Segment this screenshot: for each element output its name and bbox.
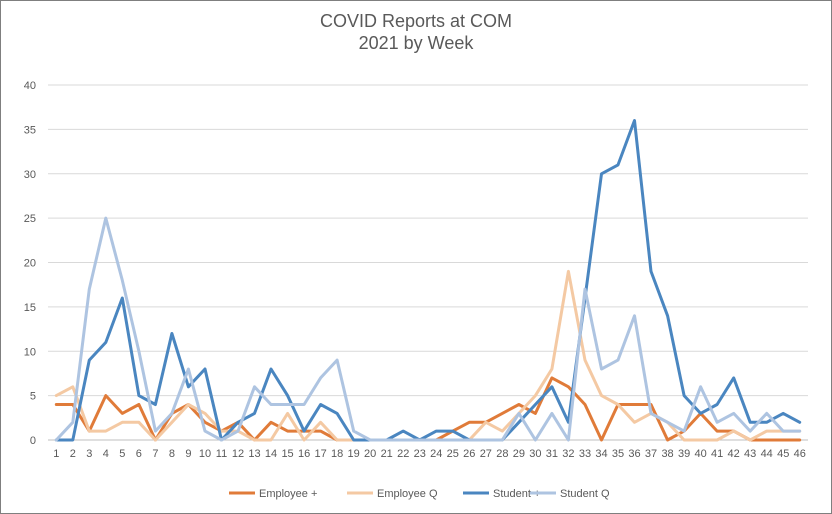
- legend-label: Student +: [493, 488, 540, 500]
- legend-label: Employee +: [259, 488, 317, 500]
- x-tick-label: 5: [119, 448, 125, 460]
- x-tick-label: 34: [595, 448, 607, 460]
- x-tick-label: 24: [430, 448, 442, 460]
- x-tick-label: 4: [103, 448, 109, 460]
- x-tick-label: 15: [281, 448, 293, 460]
- chart-subtitle: 2021 by Week: [358, 33, 474, 53]
- x-tick-label: 12: [232, 448, 244, 460]
- legend-label: Employee Q: [377, 488, 438, 500]
- y-tick-label: 0: [30, 435, 36, 447]
- x-tick-label: 42: [728, 448, 740, 460]
- x-tick-label: 7: [152, 448, 158, 460]
- x-tick-label: 11: [216, 448, 227, 460]
- x-tick-label: 29: [513, 448, 525, 460]
- y-tick-label: 35: [24, 124, 36, 136]
- x-tick-label: 33: [579, 448, 591, 460]
- x-tick-label: 9: [185, 448, 191, 460]
- x-tick-label: 25: [447, 448, 459, 460]
- x-tick-label: 8: [169, 448, 175, 460]
- x-tick-label: 21: [381, 448, 393, 460]
- x-tick-label: 39: [678, 448, 690, 460]
- x-tick-label: 41: [711, 448, 723, 460]
- x-tick-label: 36: [628, 448, 640, 460]
- x-tick-labels: 1 2 3 4 5 6 7 8 9 10 11 12 13 14 15 16 17 18 19 20 21 22 23 24 2…: [53, 448, 806, 460]
- legend: Employee + Employee Q Student + Student Q: [229, 488, 610, 500]
- series-line-0: [54, 376, 802, 442]
- x-tick-label: 6: [136, 448, 142, 460]
- x-tick-label: 28: [496, 448, 508, 460]
- x-tick-label: 31: [546, 448, 558, 460]
- x-tick-label: 14: [265, 448, 277, 460]
- x-tick-label: 30: [529, 448, 541, 460]
- y-tick-label: 40: [24, 80, 36, 92]
- x-tick-label: 40: [694, 448, 706, 460]
- y-tick-label: 10: [24, 346, 36, 358]
- x-tick-label: 16: [298, 448, 310, 460]
- series-line-2: [54, 119, 802, 442]
- x-tick-label: 10: [199, 448, 211, 460]
- x-tick-label: 2: [70, 448, 76, 460]
- x-tick-label: 27: [480, 448, 492, 460]
- series-line-3: [54, 216, 802, 442]
- x-tick-label: 1: [53, 448, 59, 460]
- legend-label: Student Q: [560, 488, 610, 500]
- y-tick-label: 15: [24, 302, 36, 314]
- gridlines: [48, 84, 808, 441]
- x-tick-label: 17: [314, 448, 326, 460]
- x-tick-label: 13: [248, 448, 260, 460]
- series-lines: [54, 119, 802, 442]
- y-tick-label: 5: [30, 391, 36, 403]
- x-tick-label: 18: [331, 448, 343, 460]
- x-tick-label: 38: [661, 448, 673, 460]
- y-tick-label: 20: [24, 258, 36, 270]
- x-tick-label: 3: [86, 448, 92, 460]
- y-tick-label: 30: [24, 169, 36, 181]
- y-tick-labels: 0 5 10 15 20 25 30 35 40: [24, 80, 36, 447]
- x-tick-label: 46: [794, 448, 806, 460]
- x-tick-label: 45: [777, 448, 789, 460]
- x-tick-label: 20: [364, 448, 376, 460]
- x-tick-label: 26: [463, 448, 475, 460]
- chart-title-block: COVID Reports at COM 2021 by Week: [0, 10, 832, 54]
- y-tick-label: 25: [24, 213, 36, 225]
- x-tick-label: 43: [744, 448, 756, 460]
- x-tick-label: 35: [612, 448, 624, 460]
- x-tick-label: 32: [562, 448, 574, 460]
- x-tick-label: 19: [348, 448, 360, 460]
- x-tick-label: 44: [761, 448, 773, 460]
- x-tick-label: 23: [414, 448, 426, 460]
- chart-title: COVID Reports at COM: [319, 11, 513, 31]
- x-tick-label: 37: [645, 448, 657, 460]
- x-tick-label: 22: [397, 448, 409, 460]
